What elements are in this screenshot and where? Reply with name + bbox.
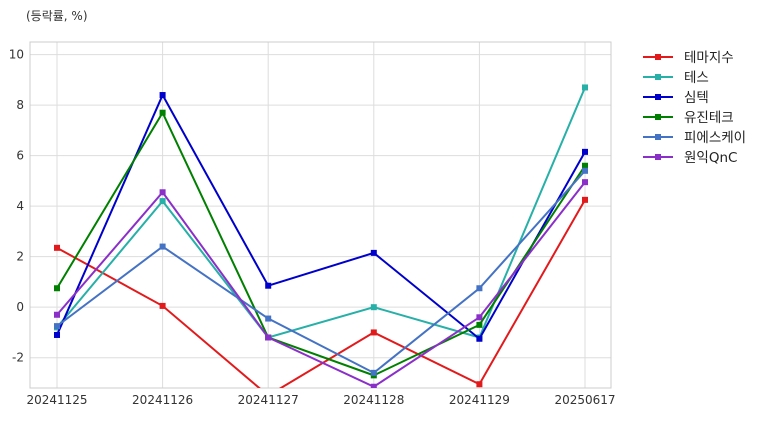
data-point: [159, 243, 166, 250]
axis-tick-labels: 20241125 20241126 20241127 20241128 20241129…: [9, 48, 616, 407]
legend-label: 피에스케이: [684, 130, 746, 146]
data-point: [54, 331, 60, 338]
x-tick-label: 20241128: [343, 393, 404, 407]
legend-marker-swatch: [655, 74, 661, 80]
legend-marker-swatch: [655, 54, 661, 60]
data-point: [159, 198, 166, 205]
data-point: [265, 334, 272, 341]
y-tick-label: 8: [16, 98, 24, 112]
series-line: [56, 199, 586, 388]
data-point: [582, 162, 588, 169]
grid-lines: [30, 42, 611, 388]
legend-marker-swatch: [655, 94, 661, 100]
series-3: [54, 92, 588, 342]
series-6: [54, 179, 588, 388]
legend-item: 심텍: [643, 90, 709, 106]
legend-item: 테스: [643, 70, 709, 86]
series-line: [56, 92, 586, 341]
data-point: [582, 167, 588, 174]
data-point: [54, 311, 60, 318]
y-tick-label: 2: [16, 250, 24, 264]
x-tick-label: 20250617: [554, 393, 615, 407]
legend-label: 원익QnC: [684, 150, 737, 166]
y-tick-label: 10: [9, 48, 24, 62]
legend-label: 테마지수: [684, 50, 734, 66]
series-line: [56, 181, 586, 388]
series-line: [56, 87, 586, 339]
series-1: [54, 196, 588, 388]
x-tick-label: 20241129: [449, 393, 510, 407]
legend-marker-swatch: [655, 154, 661, 160]
data-point: [476, 321, 483, 328]
data-point: [582, 84, 588, 91]
legend-label: 심텍: [684, 90, 709, 106]
y-tick-label: 4: [16, 199, 24, 213]
series-line: [56, 110, 586, 377]
data-point: [265, 282, 272, 289]
data-point: [54, 244, 60, 251]
series-lines: [54, 84, 588, 388]
data-point: [476, 314, 483, 321]
series-5: [54, 167, 588, 376]
data-point: [159, 109, 166, 116]
data-point: [582, 196, 588, 203]
data-point: [370, 304, 377, 311]
data-point: [476, 285, 483, 292]
data-point: [159, 189, 166, 196]
data-point: [159, 92, 166, 99]
data-point: [265, 315, 272, 322]
legend-label: 테스: [684, 70, 709, 86]
x-tick-label: 20241126: [132, 393, 193, 407]
data-point: [582, 179, 588, 186]
x-tick-label: 20241127: [238, 393, 299, 407]
legend-item: 유진테크: [643, 110, 734, 126]
data-point: [370, 369, 377, 376]
x-tick-label: 20241125: [26, 393, 87, 407]
y-tick-label: 0: [16, 300, 24, 314]
data-point: [582, 148, 588, 155]
series-line: [56, 170, 586, 375]
legend-label: 유진테크: [684, 110, 734, 126]
data-point: [476, 381, 483, 388]
data-point: [370, 249, 377, 256]
data-point: [370, 329, 377, 336]
data-point: [54, 323, 60, 330]
data-point: [54, 285, 60, 292]
unit-label: (등락률, %): [26, 9, 88, 23]
legend-marker-swatch: [655, 114, 661, 120]
data-point: [159, 302, 166, 309]
legend-item: 테마지수: [643, 50, 734, 66]
plot-frame: [29, 41, 612, 389]
series-2: [54, 84, 588, 341]
legend-marker-swatch: [655, 134, 661, 140]
series-4: [54, 109, 588, 379]
y-tick-label: -2: [12, 351, 24, 365]
data-point: [370, 383, 377, 388]
y-tick-label: 6: [16, 149, 24, 163]
legend-item: 원익QnC: [643, 150, 737, 166]
data-point: [476, 335, 483, 342]
legend-item: 피에스케이: [643, 130, 746, 146]
